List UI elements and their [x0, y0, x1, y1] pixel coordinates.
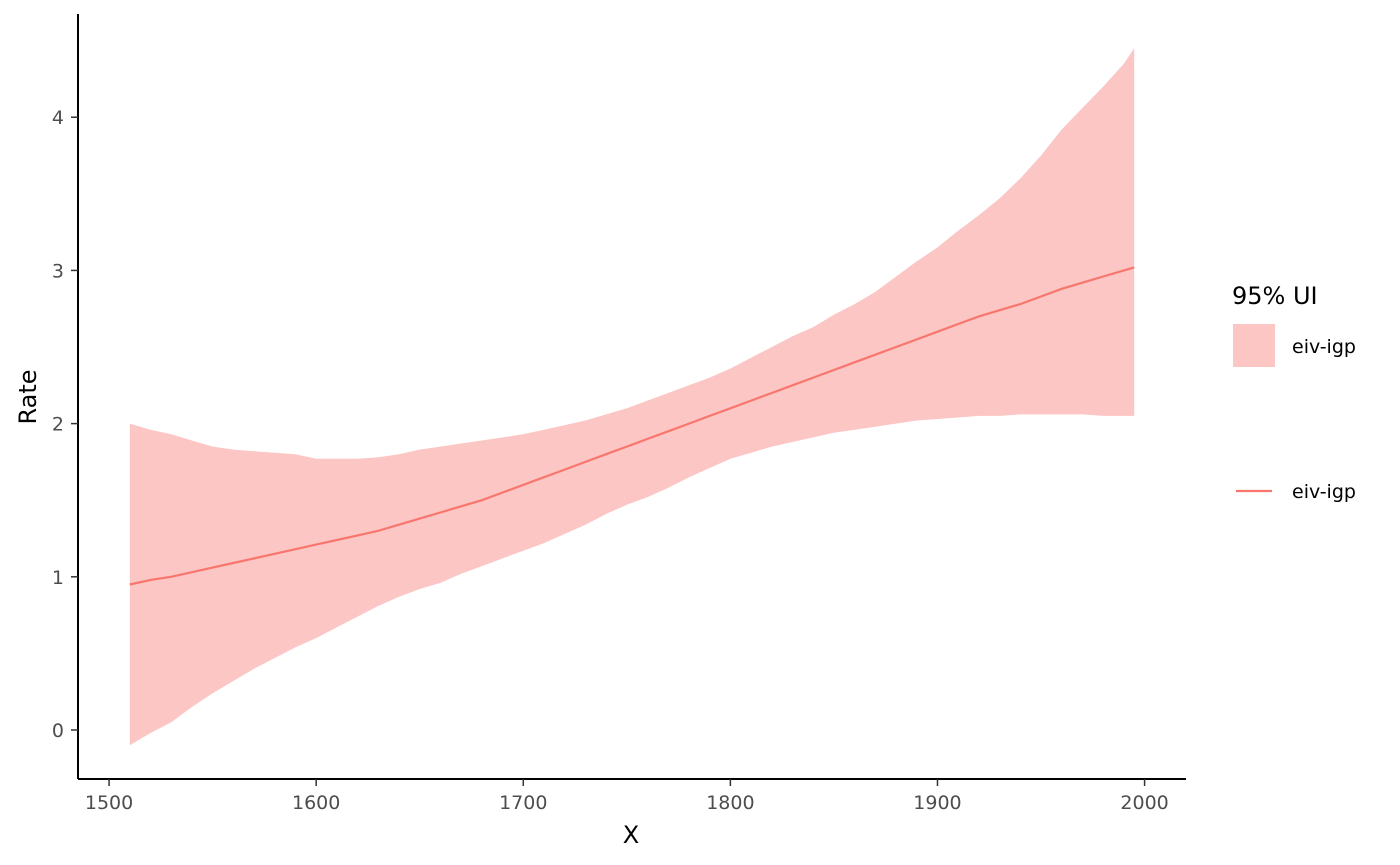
y-tick-label: 3 [52, 260, 64, 282]
x-tick-label: 1900 [913, 792, 961, 814]
y-axis-title: Rate [14, 369, 42, 424]
legend-title: 95% UI [1232, 282, 1318, 310]
ribbon-eiv-igp [129, 48, 1135, 746]
x-tick-label: 1500 [85, 792, 133, 814]
legend: 95% UI eiv-igp eiv-igp [1232, 282, 1356, 503]
x-tick-label: 2000 [1120, 792, 1168, 814]
legend-line-label: eiv-igp [1292, 481, 1356, 503]
x-tick-label: 1700 [499, 792, 547, 814]
y-ticks: 0 1 2 3 4 [52, 107, 78, 742]
line-eiv-igp [129, 266, 1135, 586]
y-tick-label: 1 [52, 567, 64, 589]
x-tick-label: 1800 [706, 792, 754, 814]
x-tick-label: 1600 [292, 792, 340, 814]
y-tick-label: 4 [52, 107, 64, 129]
axes: 1500 1600 1700 1800 1900 2000 0 1 2 3 4 [52, 14, 1186, 814]
y-tick-label: 2 [52, 414, 64, 436]
y-tick-label: 0 [52, 720, 64, 742]
legend-ribbon-label: eiv-igp [1292, 336, 1356, 358]
x-ticks: 1500 1600 1700 1800 1900 2000 [85, 779, 1169, 814]
plot-area [129, 48, 1135, 746]
legend-ribbon-key [1233, 324, 1275, 367]
x-axis-title: X [623, 821, 639, 849]
